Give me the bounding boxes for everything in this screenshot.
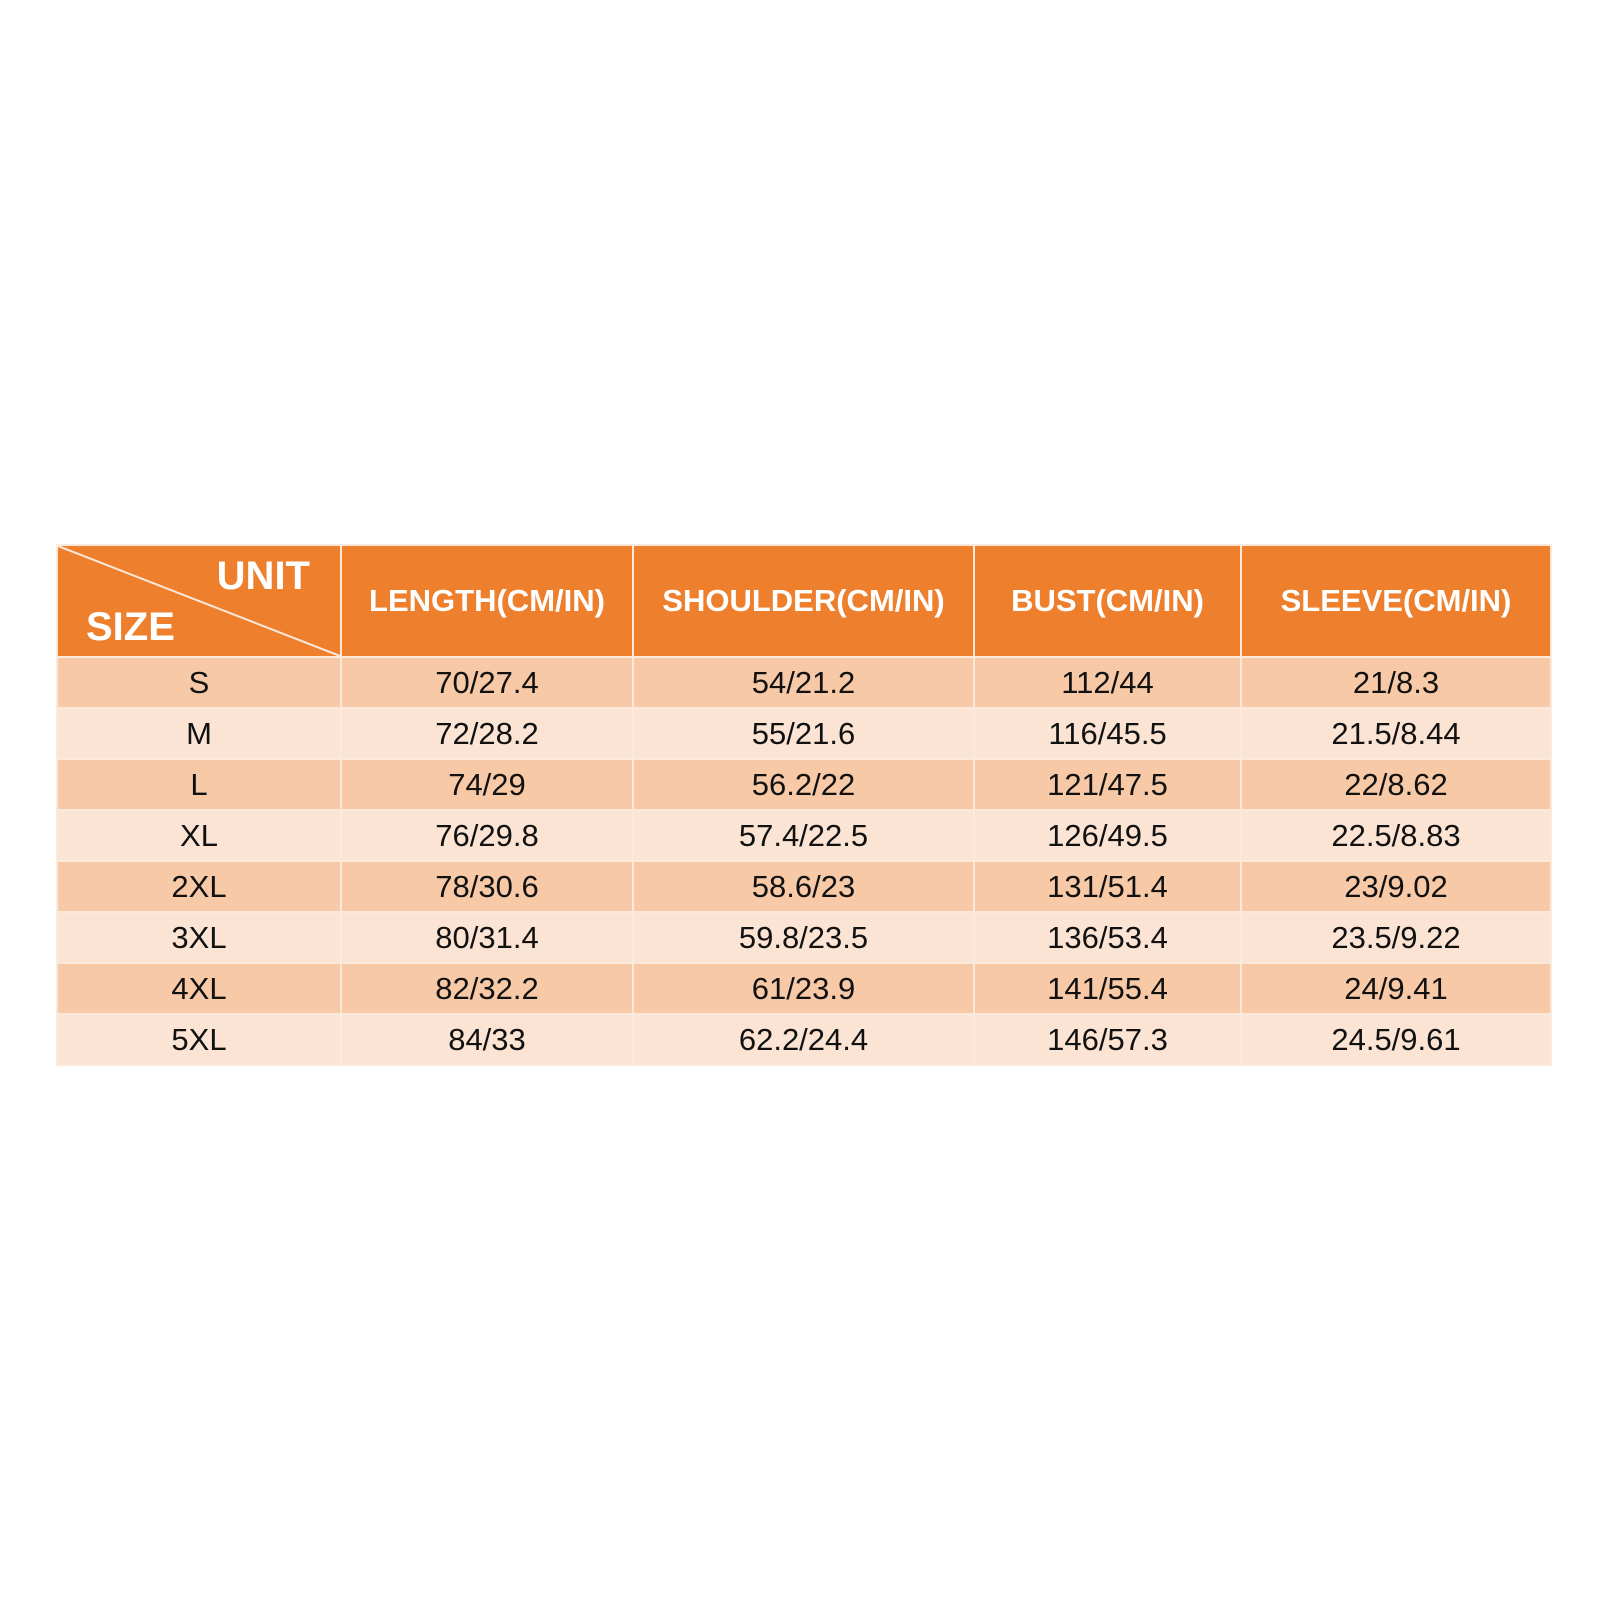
cell-sleeve: 23.5/9.22 — [1240, 911, 1552, 964]
cell-length: 76/29.8 — [340, 809, 634, 862]
cell-bust: 121/47.5 — [973, 758, 1242, 811]
cell-sleeve: 24.5/9.61 — [1240, 1013, 1552, 1066]
table-row: XL 76/29.8 57.4/22.5 126/49.5 22.5/8.83 — [56, 809, 1552, 862]
cell-sleeve: 24/9.41 — [1240, 962, 1552, 1015]
cell-shoulder: 61/23.9 — [632, 962, 975, 1015]
table-row: 4XL 82/32.2 61/23.9 141/55.4 24/9.41 — [56, 962, 1552, 1015]
cell-shoulder: 56.2/22 — [632, 758, 975, 811]
cell-bust: 112/44 — [973, 656, 1242, 709]
size-chart-table: UNIT SIZE LENGTH(CM/IN) SHOULDER(CM/IN) … — [56, 544, 1552, 1066]
cell-bust: 116/45.5 — [973, 707, 1242, 760]
table-row: L 74/29 56.2/22 121/47.5 22/8.62 — [56, 758, 1552, 811]
cell-length: 78/30.6 — [340, 860, 634, 913]
cell-length: 70/27.4 — [340, 656, 634, 709]
cell-length: 80/31.4 — [340, 911, 634, 964]
cell-length: 82/32.2 — [340, 962, 634, 1015]
size-label: SIZE — [86, 605, 175, 649]
table-row: M 72/28.2 55/21.6 116/45.5 21.5/8.44 — [56, 707, 1552, 760]
header-sleeve: SLEEVE(CM/IN) — [1240, 544, 1552, 658]
cell-size: M — [56, 707, 342, 760]
cell-shoulder: 55/21.6 — [632, 707, 975, 760]
cell-bust: 131/51.4 — [973, 860, 1242, 913]
cell-shoulder: 54/21.2 — [632, 656, 975, 709]
cell-length: 74/29 — [340, 758, 634, 811]
cell-sleeve: 22/8.62 — [1240, 758, 1552, 811]
cell-sleeve: 22.5/8.83 — [1240, 809, 1552, 862]
cell-size: XL — [56, 809, 342, 862]
cell-shoulder: 58.6/23 — [632, 860, 975, 913]
header-row: UNIT SIZE LENGTH(CM/IN) SHOULDER(CM/IN) … — [56, 544, 1552, 658]
cell-size: 4XL — [56, 962, 342, 1015]
cell-size: 5XL — [56, 1013, 342, 1066]
cell-bust: 136/53.4 — [973, 911, 1242, 964]
cell-size: L — [56, 758, 342, 811]
header-shoulder: SHOULDER(CM/IN) — [632, 544, 975, 658]
cell-bust: 141/55.4 — [973, 962, 1242, 1015]
cell-sleeve: 21/8.3 — [1240, 656, 1552, 709]
cell-bust: 146/57.3 — [973, 1013, 1242, 1066]
header-bust: BUST(CM/IN) — [973, 544, 1242, 658]
cell-bust: 126/49.5 — [973, 809, 1242, 862]
table-row: S 70/27.4 54/21.2 112/44 21/8.3 — [56, 656, 1552, 709]
corner-header-cell: UNIT SIZE — [56, 544, 342, 658]
header-length: LENGTH(CM/IN) — [340, 544, 634, 658]
cell-sleeve: 21.5/8.44 — [1240, 707, 1552, 760]
cell-shoulder: 59.8/23.5 — [632, 911, 975, 964]
cell-shoulder: 62.2/24.4 — [632, 1013, 975, 1066]
table-row: 3XL 80/31.4 59.8/23.5 136/53.4 23.5/9.22 — [56, 911, 1552, 964]
cell-size: S — [56, 656, 342, 709]
cell-size: 2XL — [56, 860, 342, 913]
cell-length: 84/33 — [340, 1013, 634, 1066]
cell-size: 3XL — [56, 911, 342, 964]
cell-sleeve: 23/9.02 — [1240, 860, 1552, 913]
cell-length: 72/28.2 — [340, 707, 634, 760]
table-row: 2XL 78/30.6 58.6/23 131/51.4 23/9.02 — [56, 860, 1552, 913]
cell-shoulder: 57.4/22.5 — [632, 809, 975, 862]
unit-label: UNIT — [216, 554, 310, 598]
diagonal-divider — [58, 546, 340, 656]
table-row: 5XL 84/33 62.2/24.4 146/57.3 24.5/9.61 — [56, 1013, 1552, 1066]
